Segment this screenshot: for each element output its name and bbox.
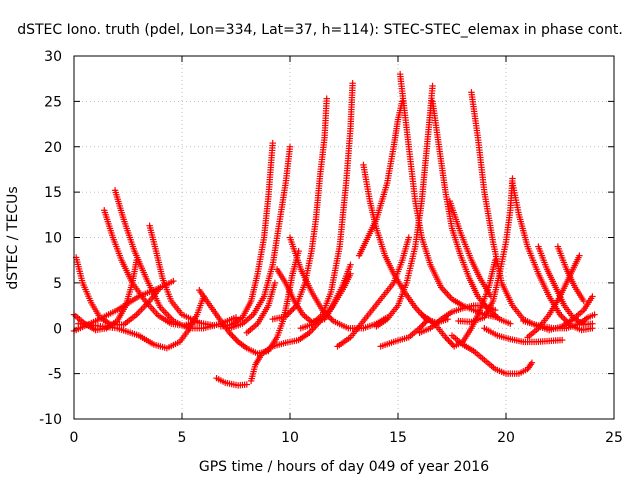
data-point: [232, 335, 239, 343]
y-tick-label: -10: [39, 412, 62, 428]
y-axis-label: dSTEC / TECUs: [5, 186, 21, 289]
data-point: [230, 334, 238, 341]
y-tick-label: 5: [53, 276, 62, 292]
y-tick-label: 20: [44, 140, 62, 156]
data-point: [211, 322, 218, 329]
data-point: [285, 310, 292, 317]
data-series-9: [213, 374, 250, 389]
x-tick-label: 15: [389, 430, 407, 446]
data-point: [233, 337, 240, 344]
data-point: [227, 331, 235, 338]
chart-title: dSTEC Iono. truth (pdel, Lon=334, Lat=37…: [17, 22, 623, 38]
data-point: [349, 80, 356, 87]
data-point: [229, 332, 236, 340]
x-tick-label: 10: [281, 430, 299, 446]
data-point: [559, 314, 567, 321]
data-point: [170, 277, 177, 285]
data-point: [445, 337, 452, 344]
data-point: [443, 335, 451, 343]
y-tick-label: 15: [44, 185, 62, 201]
data-point: [323, 95, 330, 102]
data-point: [286, 143, 294, 150]
data-series-11: [217, 139, 276, 330]
x-tick-label: 5: [178, 430, 187, 446]
axis-ticks: 0 5 10 15 20 25 -10 -5 0 5 10 15 20 25 30: [39, 49, 623, 446]
data-point: [419, 322, 426, 329]
y-tick-label: 10: [44, 231, 62, 247]
data-point: [417, 323, 425, 330]
data-point: [287, 308, 294, 315]
data-point: [271, 279, 279, 287]
data-point: [269, 139, 276, 147]
data-series-6: [75, 293, 207, 352]
data-point: [446, 338, 454, 346]
data-series-13: [243, 279, 279, 336]
y-tick-label: 25: [44, 94, 62, 110]
x-tick-label: 20: [497, 430, 515, 446]
data-series: [70, 70, 598, 389]
y-tick-label: 0: [53, 321, 62, 337]
x-tick-label: 25: [605, 430, 623, 446]
data-series-7: [70, 277, 177, 335]
data-series-4: [111, 187, 240, 332]
data-series-29: [448, 332, 536, 377]
data-series-17: [297, 80, 356, 332]
data-series-16: [269, 95, 330, 323]
x-axis-label: GPS time / hours of day 049 of year 2016: [199, 459, 489, 475]
y-tick-label: 30: [44, 49, 62, 65]
data-point: [243, 381, 250, 388]
data-series-12: [226, 143, 294, 332]
data-point: [347, 270, 354, 277]
x-tick-label: 0: [70, 430, 79, 446]
y-tick-label: -5: [48, 367, 62, 383]
data-series-5: [146, 222, 218, 329]
data-point: [347, 261, 354, 268]
data-series-23: [429, 98, 514, 327]
